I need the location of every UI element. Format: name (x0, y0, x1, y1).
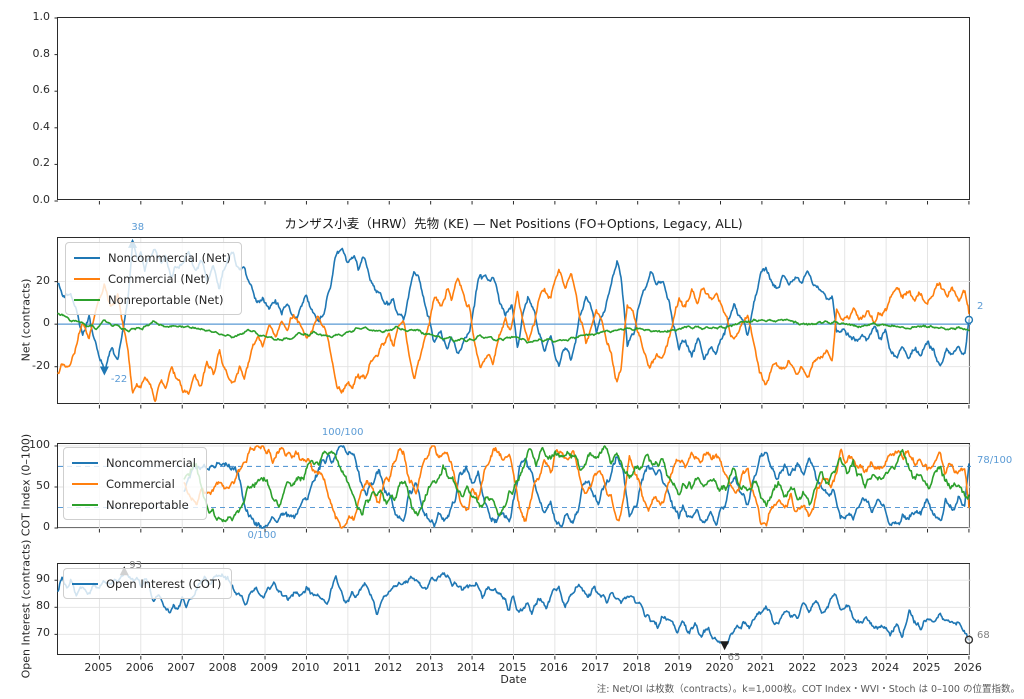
x-tick-label-2009: 2009 (250, 661, 279, 674)
y-tick-label: 0.2 (32, 156, 51, 170)
x-tick-label-2007: 2007 (167, 661, 196, 674)
legend-item-nonreportable: Nonreportable (72, 494, 196, 515)
footnote: 注: Net/OI は枚数（contracts）。k=1,000枚。COT In… (596, 684, 1020, 695)
legend-item-commercial-net-: Commercial (Net) (74, 268, 231, 289)
annotation-100-100: 100/100 (321, 427, 364, 439)
legend-line-swatch (72, 482, 98, 485)
y-tick-label: 1.0 (32, 10, 51, 23)
subplot-unused-canvas (54, 17, 970, 205)
legend-line-swatch (74, 298, 100, 301)
x-tick-label-2018: 2018 (622, 661, 651, 674)
x-tick-label-2005: 2005 (84, 661, 113, 674)
legend-label: Nonreportable (106, 497, 189, 512)
subplot-net-positions-legend: Noncommercial (Net) Commercial (Net) Nonre… (65, 242, 242, 315)
subplot-open-interest-legend: Open Interest (COT) (63, 568, 233, 599)
y-tick-label: 0.8 (32, 46, 51, 60)
legend-line-swatch (74, 256, 100, 259)
y-tick-label: 0 (43, 520, 50, 533)
y-tick-label: 0.0 (32, 193, 51, 206)
y-tick-label: 70 (36, 626, 50, 640)
legend-item-noncommercial: Noncommercial (72, 452, 196, 473)
subplot-unused (54, 17, 970, 205)
subplot-cot-index (54, 443, 971, 533)
x-tick-label-2006: 2006 (125, 661, 154, 674)
y-tick-label: 20 (36, 273, 50, 287)
legend-line-swatch (72, 582, 98, 585)
subplot-net-positions (54, 237, 974, 409)
annotation-78-100: 78/100 (977, 454, 1013, 466)
x-tick-label-2011: 2011 (332, 661, 361, 674)
last-value-marker (964, 635, 974, 644)
legend-label: Nonreportable (Net) (108, 292, 224, 307)
x-tick-label-2008: 2008 (208, 661, 237, 674)
annotation-93: 93 (129, 560, 143, 572)
y-tick-label: 0 (43, 316, 50, 330)
subplot-open-interest-canvas (54, 564, 974, 660)
y-tick-label: 100 (29, 437, 50, 451)
x-tick-label-2014: 2014 (457, 661, 486, 674)
legend-label: Commercial (Net) (108, 271, 210, 286)
y-tick-label: 80 (36, 599, 50, 613)
subplot-net-positions-canvas (54, 238, 974, 409)
x-tick-label-2020: 2020 (705, 661, 734, 674)
annotation-65: 65 (727, 652, 741, 664)
x-tick-label-2010: 2010 (291, 661, 320, 674)
legend-line-swatch (72, 503, 98, 506)
x-tick-label-2017: 2017 (581, 661, 610, 674)
x-tick-label-2025: 2025 (912, 661, 941, 674)
x-tick-label-2024: 2024 (871, 661, 900, 674)
legend-item-noncommercial-net-: Noncommercial (Net) (74, 247, 231, 268)
subplot-open-interest (54, 563, 974, 660)
legend-label: Commercial (106, 476, 175, 491)
annotation-2: 2 (977, 301, 984, 313)
x-tick-label-2013: 2013 (415, 661, 444, 674)
series-noncommercial (183, 445, 970, 529)
y-tick-label: 50 (36, 478, 50, 492)
x-tick-label-2021: 2021 (746, 661, 775, 674)
extreme-marker-down (99, 366, 109, 376)
annotation-68: 68 (977, 630, 990, 642)
legend-item-open-interest-cot-: Open Interest (COT) (72, 573, 221, 594)
legend-label: Open Interest (COT) (106, 576, 222, 591)
legend-label: Noncommercial (Net) (108, 250, 231, 265)
legend-label: Noncommercial (106, 455, 197, 470)
chart-title: カンザス小麦（HRW）先物 (KE) — Net Positions (FO+O… (284, 216, 743, 231)
last-value-marker (964, 315, 974, 325)
x-tick-label-2026: 2026 (953, 661, 982, 674)
y-tick-label: 0.6 (32, 83, 51, 97)
legend-line-swatch (74, 277, 100, 280)
x-tick-label-2022: 2022 (788, 661, 817, 674)
series-nonreportable-net- (57, 312, 970, 344)
x-tick-label-2023: 2023 (829, 661, 858, 674)
legend-item-nonreportable-net-: Nonreportable (Net) (74, 289, 231, 310)
x-tick-label-2012: 2012 (374, 661, 403, 674)
legend-item-commercial: Commercial (72, 473, 196, 494)
extreme-marker-down (720, 641, 730, 651)
legend-line-swatch (72, 461, 98, 464)
annotation--22: -22 (110, 374, 128, 386)
y-tick-label: 90 (36, 572, 50, 586)
annotation-0-100: 0/100 (247, 530, 277, 542)
subplot-cot-index-legend: Noncommercial Commercial Nonreportable (63, 447, 208, 520)
annotation-38: 38 (131, 222, 145, 234)
x-tick-label-2016: 2016 (539, 661, 568, 674)
y-tick-label: -20 (32, 358, 50, 372)
x-tick-label-2015: 2015 (498, 661, 527, 674)
series-commercial-net- (57, 268, 970, 403)
x-axis-label: Date (500, 673, 527, 686)
x-tick-label-2019: 2019 (664, 661, 693, 674)
y-tick-label: 0.4 (32, 119, 51, 133)
series-nonreportable (183, 445, 970, 523)
